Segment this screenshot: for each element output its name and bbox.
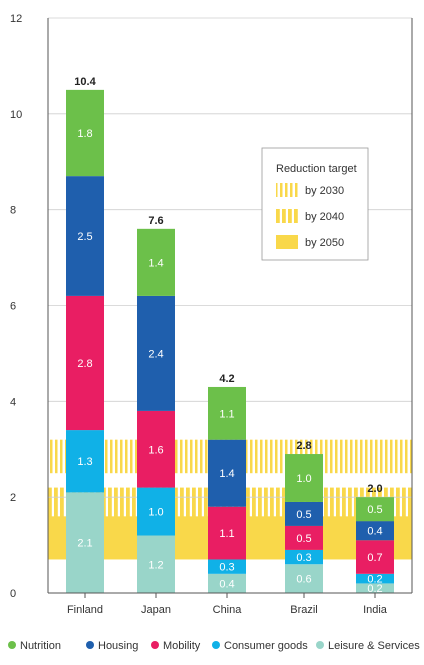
target-swatch-1 [276, 183, 298, 197]
legend-label: Housing [98, 640, 138, 652]
data-label: 0.4 [367, 526, 382, 538]
bar-segment [208, 439, 246, 507]
y-tick-label: 4 [10, 396, 16, 408]
total-label: 7.6 [148, 215, 163, 227]
legend-label: Nutrition [20, 640, 61, 652]
data-label: 1.4 [148, 257, 163, 269]
reduction-target-title: Reduction target [276, 163, 357, 175]
data-label: 0.5 [296, 533, 311, 545]
target-label-2: by 2040 [305, 211, 344, 223]
reduction-target-legend: Reduction target by 2030 by 2040 by 2050 [261, 147, 369, 261]
legend-marker [316, 641, 324, 649]
x-tick-label: Brazil [290, 604, 318, 616]
data-label: 0.5 [367, 504, 382, 516]
data-label: 0.3 [296, 552, 311, 564]
total-label: 2.8 [296, 440, 311, 452]
data-label: 1.1 [219, 528, 234, 540]
bar-segment [356, 573, 394, 584]
data-label: 0.2 [367, 583, 382, 595]
legend-label: Leisure & Services [328, 640, 420, 652]
y-tick-label: 2 [10, 492, 16, 504]
bar-segment [208, 506, 246, 560]
data-label: 1.0 [296, 473, 311, 485]
x-tick-label: Finland [67, 604, 103, 616]
bar-segment [208, 386, 246, 440]
data-label: 2.1 [77, 538, 92, 550]
data-label: 2.8 [77, 358, 92, 370]
legend: Nutrition Housing Mobility Consumer goods Le… [8, 640, 420, 652]
y-tick-label: 6 [10, 301, 16, 313]
bar-segment [66, 492, 104, 593]
legend-label: Consumer goods [224, 640, 308, 652]
bar-segment [285, 454, 323, 502]
data-label: 0.5 [296, 509, 311, 521]
bar-segment [137, 295, 175, 411]
bar-segment [356, 497, 394, 522]
x-tick-label: China [213, 604, 243, 616]
data-label: 1.2 [148, 559, 163, 571]
data-label: 1.1 [219, 408, 234, 420]
legend-marker [151, 641, 159, 649]
data-label: 1.6 [148, 444, 163, 456]
x-tick-label: India [363, 604, 388, 616]
bar-segment [137, 535, 175, 593]
data-label: 0.6 [296, 574, 311, 586]
data-label: 1.8 [77, 128, 92, 140]
bar-segment [137, 487, 175, 536]
y-tick-label: 10 [10, 109, 22, 121]
bar-segment [66, 176, 104, 296]
bar-segment [137, 228, 175, 296]
legend-label: Mobility [163, 640, 201, 652]
bar-segment [285, 501, 323, 526]
bar-segment [208, 573, 246, 593]
total-label: 4.2 [219, 373, 234, 385]
total-label: 10.4 [74, 76, 96, 88]
bar-segment [66, 430, 104, 493]
data-label: 2.4 [148, 348, 163, 360]
bar-segment [66, 295, 104, 431]
bars: 2.1 1.3 2.8 2.5 1.8 10.4 1.2 1.0 1.6 2.4 1.4 7.6 0.4… [66, 76, 394, 595]
y-tick-label: 8 [10, 205, 16, 217]
data-label: 1.3 [77, 456, 92, 468]
bar-segment [285, 549, 323, 565]
bar-segment [66, 89, 104, 177]
total-label: 2.0 [367, 483, 382, 495]
bar-segment [356, 521, 394, 541]
bar-segment [356, 540, 394, 574]
y-tick-label: 0 [10, 588, 16, 600]
target-swatch-2 [276, 209, 298, 223]
data-label: 1.0 [148, 507, 163, 519]
x-tick-label: Japan [141, 604, 171, 616]
data-label: 1.4 [219, 468, 234, 480]
data-label: 0.3 [219, 562, 234, 574]
y-tick-label: 12 [10, 13, 22, 25]
data-label: 0.7 [367, 552, 382, 564]
data-label: 0.2 [367, 574, 382, 586]
bar-segment [137, 410, 175, 488]
legend-marker [8, 641, 16, 649]
legend-marker [86, 641, 94, 649]
data-label: 2.5 [77, 231, 92, 243]
bar-segment [208, 559, 246, 574]
legend-marker [212, 641, 220, 649]
axes: 0 2 4 6 8 10 12 Finland Japan China Brazil India [10, 13, 413, 616]
target-label-1: by 2030 [305, 185, 344, 197]
target-swatch-3 [276, 235, 298, 249]
bar-segment [356, 583, 394, 593]
bar-segment [285, 525, 323, 550]
target-label-3: by 2050 [305, 237, 344, 249]
bar-segment [285, 564, 323, 593]
data-label: 0.4 [219, 578, 234, 590]
